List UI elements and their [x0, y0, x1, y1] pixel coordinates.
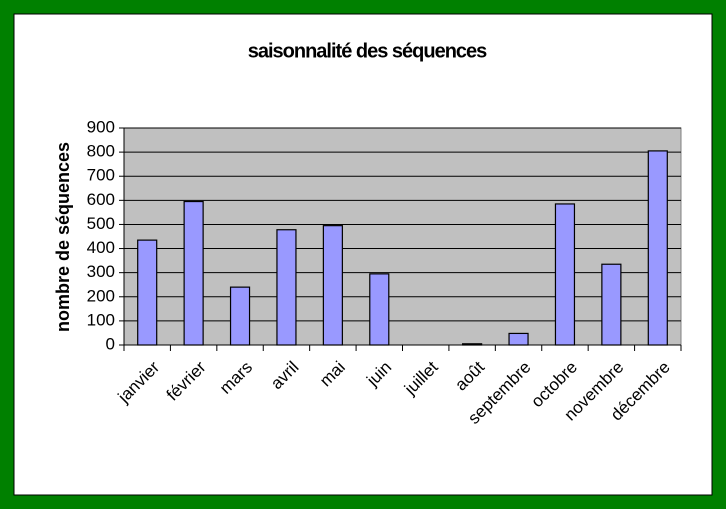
bar: [322, 225, 343, 346]
bar: [276, 229, 297, 346]
y-tick-label: 400: [87, 238, 115, 257]
y-axis-label: nombre de séquences: [53, 142, 73, 332]
y-tick-label: 600: [87, 190, 115, 209]
bar: [462, 343, 483, 346]
bar: [229, 286, 251, 346]
y-tick-label: 100: [87, 310, 115, 329]
y-tick-label: 900: [87, 117, 115, 136]
y-tick-label: 300: [87, 262, 115, 281]
y-tick-label: 800: [87, 142, 115, 161]
bar: [137, 239, 158, 346]
bar: [508, 332, 529, 346]
bar: [369, 273, 390, 346]
bar: [601, 263, 622, 346]
bar: [647, 150, 668, 346]
plot-area: [123, 127, 682, 346]
y-tick-label: 500: [87, 214, 115, 233]
bar: [554, 203, 576, 346]
bar: [183, 200, 204, 346]
chart-title: saisonnalité des séquences: [248, 40, 487, 62]
y-tick-label: 700: [87, 166, 115, 185]
y-tick-label: 0: [106, 334, 115, 353]
y-tick-label: 200: [87, 286, 115, 305]
